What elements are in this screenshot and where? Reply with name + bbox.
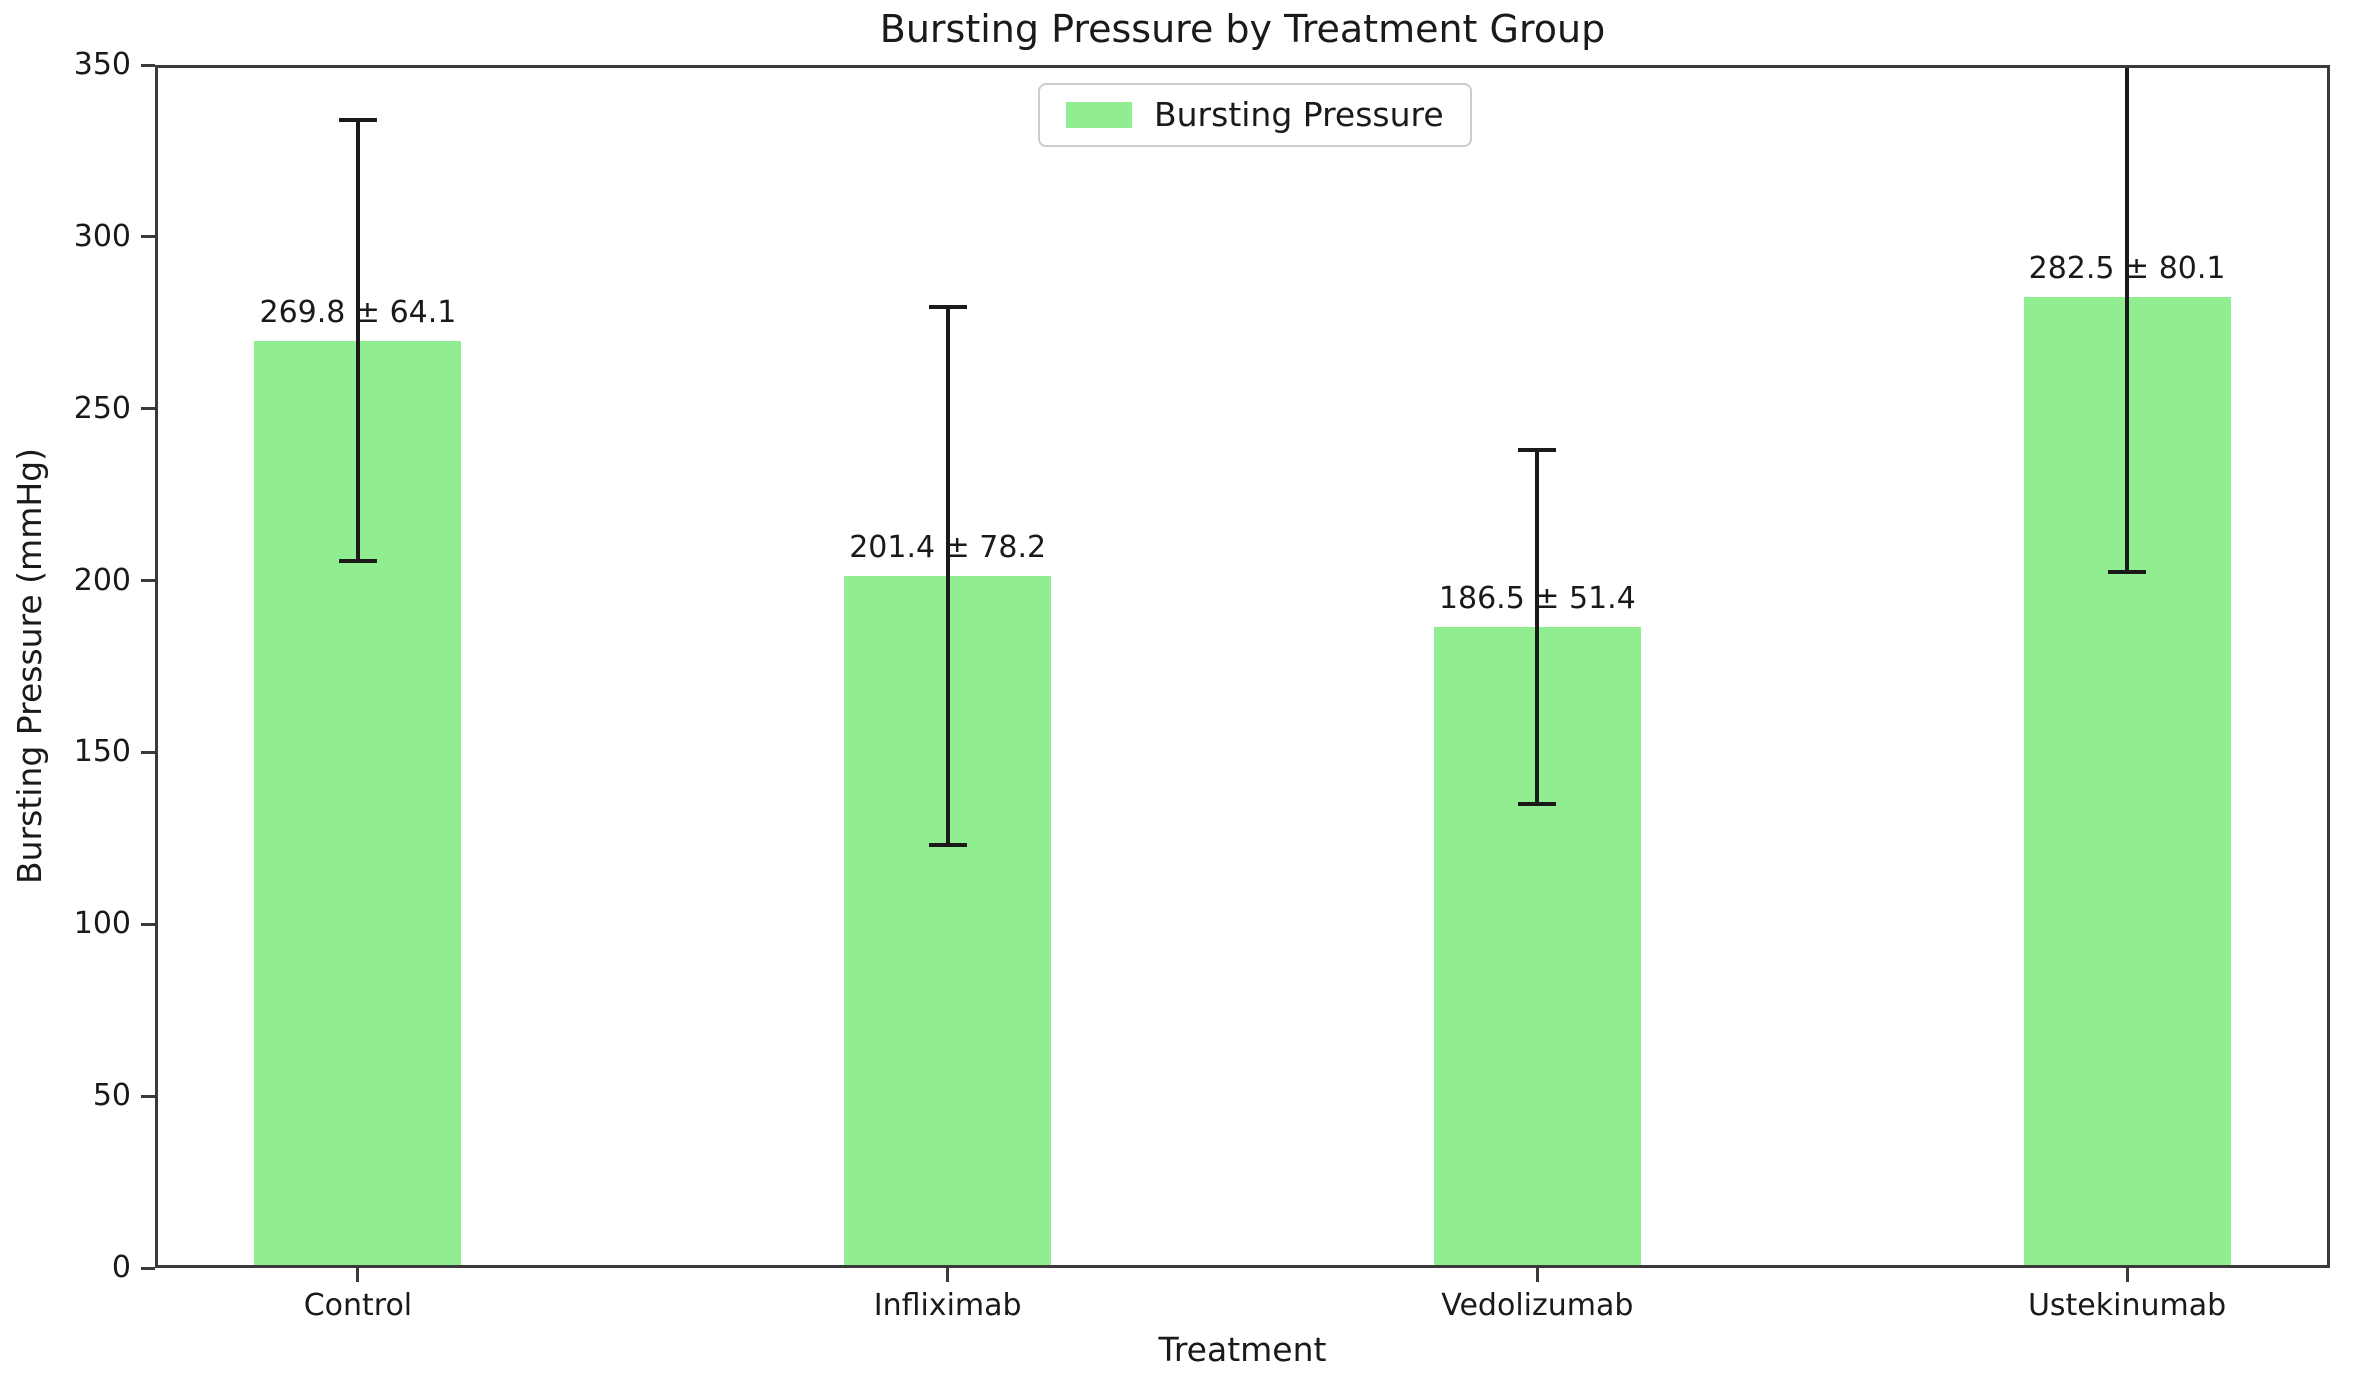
ytick-mark: [141, 235, 155, 239]
xtick-label-control: Control: [303, 1288, 413, 1323]
ytick-mark: [141, 1266, 155, 1270]
ytick-mark: [141, 407, 155, 411]
bar-value-annotation: 201.4 ± 78.2: [849, 529, 1047, 565]
ytick-mark: [141, 1094, 155, 1098]
error-cap-top: [1518, 448, 1557, 453]
error-cap-top: [928, 304, 967, 309]
plot-area: 269.8 ± 64.1 201.4 ± 78.2 186.5 ± 51.4 282.…: [155, 65, 2330, 1268]
error-cap-bottom: [1518, 801, 1557, 806]
ytick-mark: [141, 63, 155, 67]
ytick-label: 300: [73, 218, 131, 254]
bar-value-annotation: 282.5 ± 80.1: [2028, 251, 2226, 287]
xtick-label-ustekinumab: Ustekinumab: [2027, 1288, 2227, 1323]
y-axis-label: Bursting Pressure (mmHg): [10, 448, 49, 884]
legend-swatch-icon: [1066, 102, 1132, 128]
ytick-label: 100: [73, 906, 131, 942]
error-cap-bottom: [338, 558, 377, 563]
plot-frame: [155, 65, 2330, 1268]
chart-title: Bursting Pressure by Treatment Group: [879, 7, 1606, 51]
ytick-mark: [141, 579, 155, 583]
error-cap-bottom: [928, 842, 967, 847]
ytick-label: 0: [111, 1250, 131, 1285]
legend: Bursting Pressure: [1038, 83, 1472, 147]
error-bar-vedolizumab: [1535, 450, 1540, 804]
bar-value-annotation: 269.8 ± 64.1: [259, 294, 457, 330]
xtick-mark: [1535, 1268, 1539, 1282]
error-cap-bottom: [2108, 570, 2147, 575]
legend-label: Bursting Pressure: [1154, 95, 1444, 134]
error-bar-ustekinumab: [2125, 65, 2130, 573]
xtick-mark: [356, 1268, 360, 1282]
xtick-label-vedolizumab: Vedolizumab: [1441, 1288, 1634, 1323]
ytick-mark: [141, 750, 155, 754]
x-axis-label: Treatment: [1158, 1330, 1327, 1369]
bar-value-annotation: 186.5 ± 51.4: [1438, 580, 1636, 616]
error-bar-infliximab: [945, 306, 950, 845]
ytick-label: 250: [73, 390, 131, 426]
error-cap-top: [338, 118, 377, 123]
ytick-label: 200: [73, 562, 131, 598]
ytick-label: 350: [73, 47, 131, 82]
ytick-label: 150: [73, 734, 131, 770]
ytick-mark: [141, 922, 155, 926]
ytick-label: 50: [92, 1078, 131, 1114]
xtick-label-infliximab: Infliximab: [873, 1288, 1022, 1323]
xtick-mark: [2125, 1268, 2129, 1282]
error-bar-control: [355, 120, 360, 561]
xtick-mark: [946, 1268, 950, 1282]
